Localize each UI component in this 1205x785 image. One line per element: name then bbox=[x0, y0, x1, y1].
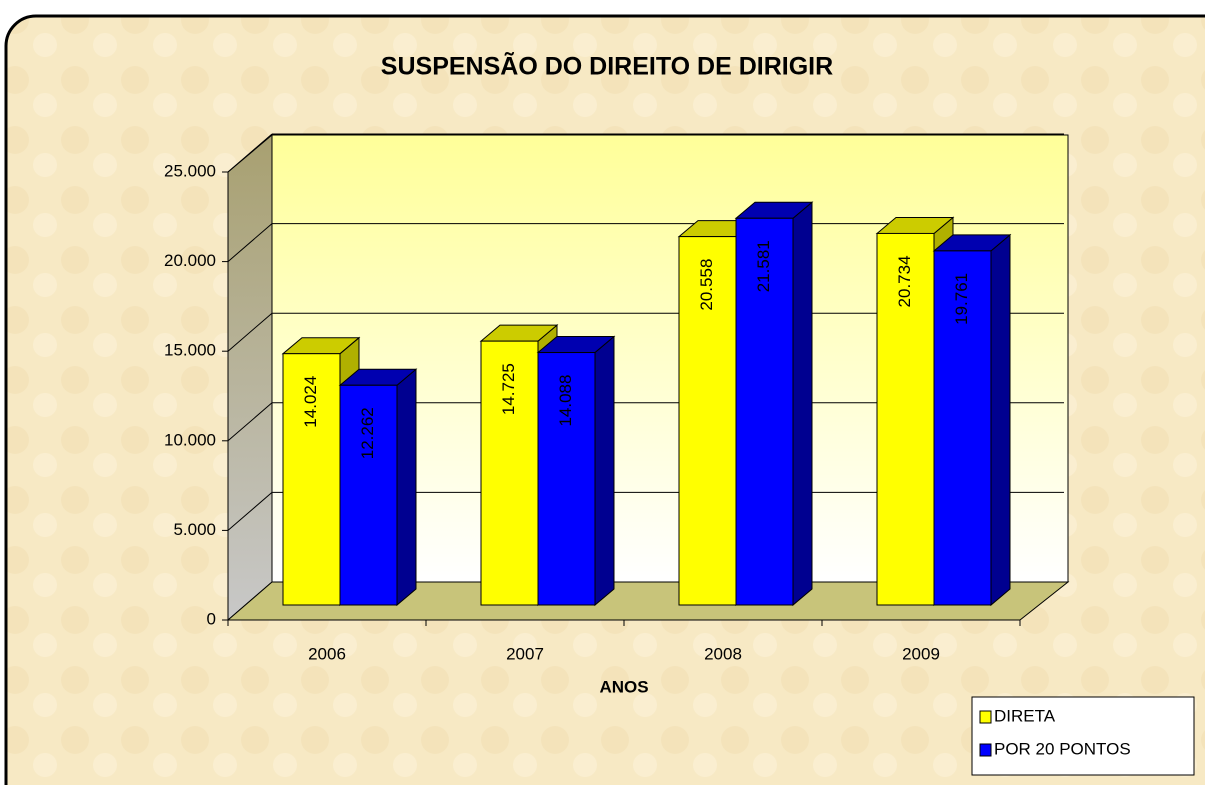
y-tick-label: 5.000 bbox=[173, 520, 216, 539]
legend-label: POR 20 PONTOS bbox=[994, 739, 1131, 758]
bar-side bbox=[792, 201, 813, 607]
grid-line bbox=[227, 223, 273, 262]
x-tick-label: 2009 bbox=[902, 644, 940, 663]
bar bbox=[735, 217, 794, 606]
bar-side bbox=[990, 233, 1011, 607]
x-tick-label: 2006 bbox=[308, 644, 346, 663]
value-label: 21.581 bbox=[754, 240, 773, 292]
y-tick-label: 10.000 bbox=[164, 430, 216, 449]
legend-swatch bbox=[979, 710, 992, 724]
bar bbox=[876, 232, 935, 606]
grid-line bbox=[227, 312, 273, 352]
value-label: 12.262 bbox=[358, 407, 377, 459]
x-tick-label: 2008 bbox=[704, 644, 742, 663]
left-wall bbox=[227, 133, 273, 622]
y-tick-label: 25.000 bbox=[164, 161, 216, 180]
bar bbox=[339, 384, 398, 606]
y-tick-label: 0 bbox=[207, 609, 216, 628]
value-label: 14.725 bbox=[499, 363, 518, 415]
bar-side bbox=[594, 335, 615, 607]
value-label: 14.024 bbox=[301, 376, 320, 428]
bar bbox=[480, 340, 539, 606]
bar-side bbox=[396, 368, 417, 607]
legend-label: DIRETA bbox=[994, 706, 1056, 725]
y-tick-label: 20.000 bbox=[164, 251, 216, 270]
bar bbox=[678, 236, 737, 606]
legend-swatch bbox=[979, 743, 992, 757]
bar bbox=[537, 352, 596, 606]
grid-line bbox=[227, 402, 273, 442]
value-label: 20.734 bbox=[895, 255, 914, 307]
chart-title: SUSPENSÃO DO DIREITO DE DIRIGIR bbox=[381, 51, 833, 81]
grid-line bbox=[227, 133, 273, 173]
grid-line bbox=[227, 492, 273, 531]
legend-box bbox=[971, 696, 1195, 776]
bar bbox=[933, 250, 992, 606]
value-label: 14.088 bbox=[556, 375, 575, 427]
value-label: 19.761 bbox=[952, 273, 971, 325]
value-label: 20.558 bbox=[697, 259, 716, 311]
y-tick-label: 15.000 bbox=[164, 341, 216, 360]
x-tick-label: 2007 bbox=[506, 644, 544, 663]
x-axis-title: ANOS bbox=[599, 677, 648, 696]
